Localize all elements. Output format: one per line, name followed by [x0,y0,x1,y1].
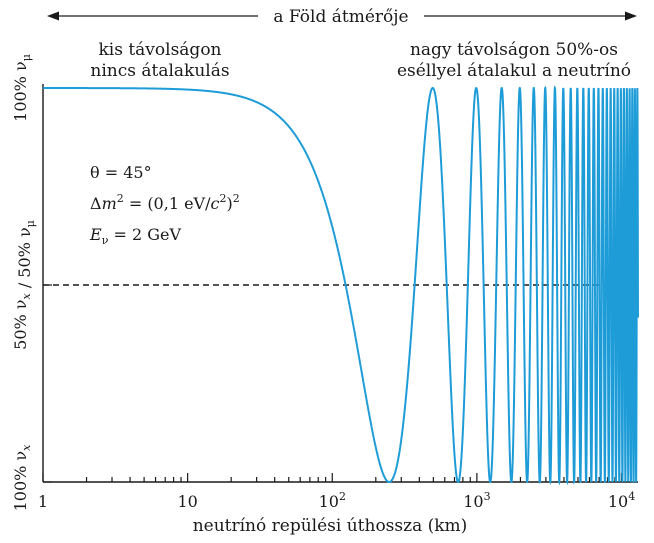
param-energy: Eν = 2 GeV [89,225,181,247]
earth-diameter-indicator: a Föld átmérője [47,7,637,27]
x-axis-label: neutrínó repülési úthossza (km) [193,516,468,536]
earth-arrow-left-head [47,11,59,21]
x-tick-label: 104 [608,490,635,511]
x-tick-label: 10 [177,492,197,511]
x-tick-label: 1 [38,492,48,511]
earth-diameter-label: a Föld átmérője [273,7,408,27]
y-tick-label-50-50: 50% νx / 50% νμ [11,220,37,350]
annotation-left-line1: kis távolságon [98,40,221,60]
x-tick-label: 102 [319,490,346,511]
parameters: θ = 45° Δm2 = (0,1 eV/c2)2 Eν = 2 GeV [89,163,240,247]
y-tick-labels: 100% νμ 50% νx / 50% νμ 100% νx [11,54,37,511]
x-ticks: 1 10 102 103 104 [38,473,635,511]
y-tick-label-100-mu: 100% νμ [11,54,33,122]
x-tick-label: 103 [463,490,490,511]
param-theta: θ = 45° [90,163,152,182]
annotation-left-line2: nincs átalakulás [90,61,229,81]
earth-arrow-right-head [625,11,637,21]
param-dm2: Δm2 = (0,1 eV/c2)2 [90,192,240,213]
annotation-right-line2: eséllyel átalakul a neutrínó [397,61,631,81]
annotation-right-line1: nagy távolságon 50%-os [410,40,618,60]
y-tick-label-100-x: 100% νx [11,444,33,512]
series-nu-mu-probability [43,85,639,486]
